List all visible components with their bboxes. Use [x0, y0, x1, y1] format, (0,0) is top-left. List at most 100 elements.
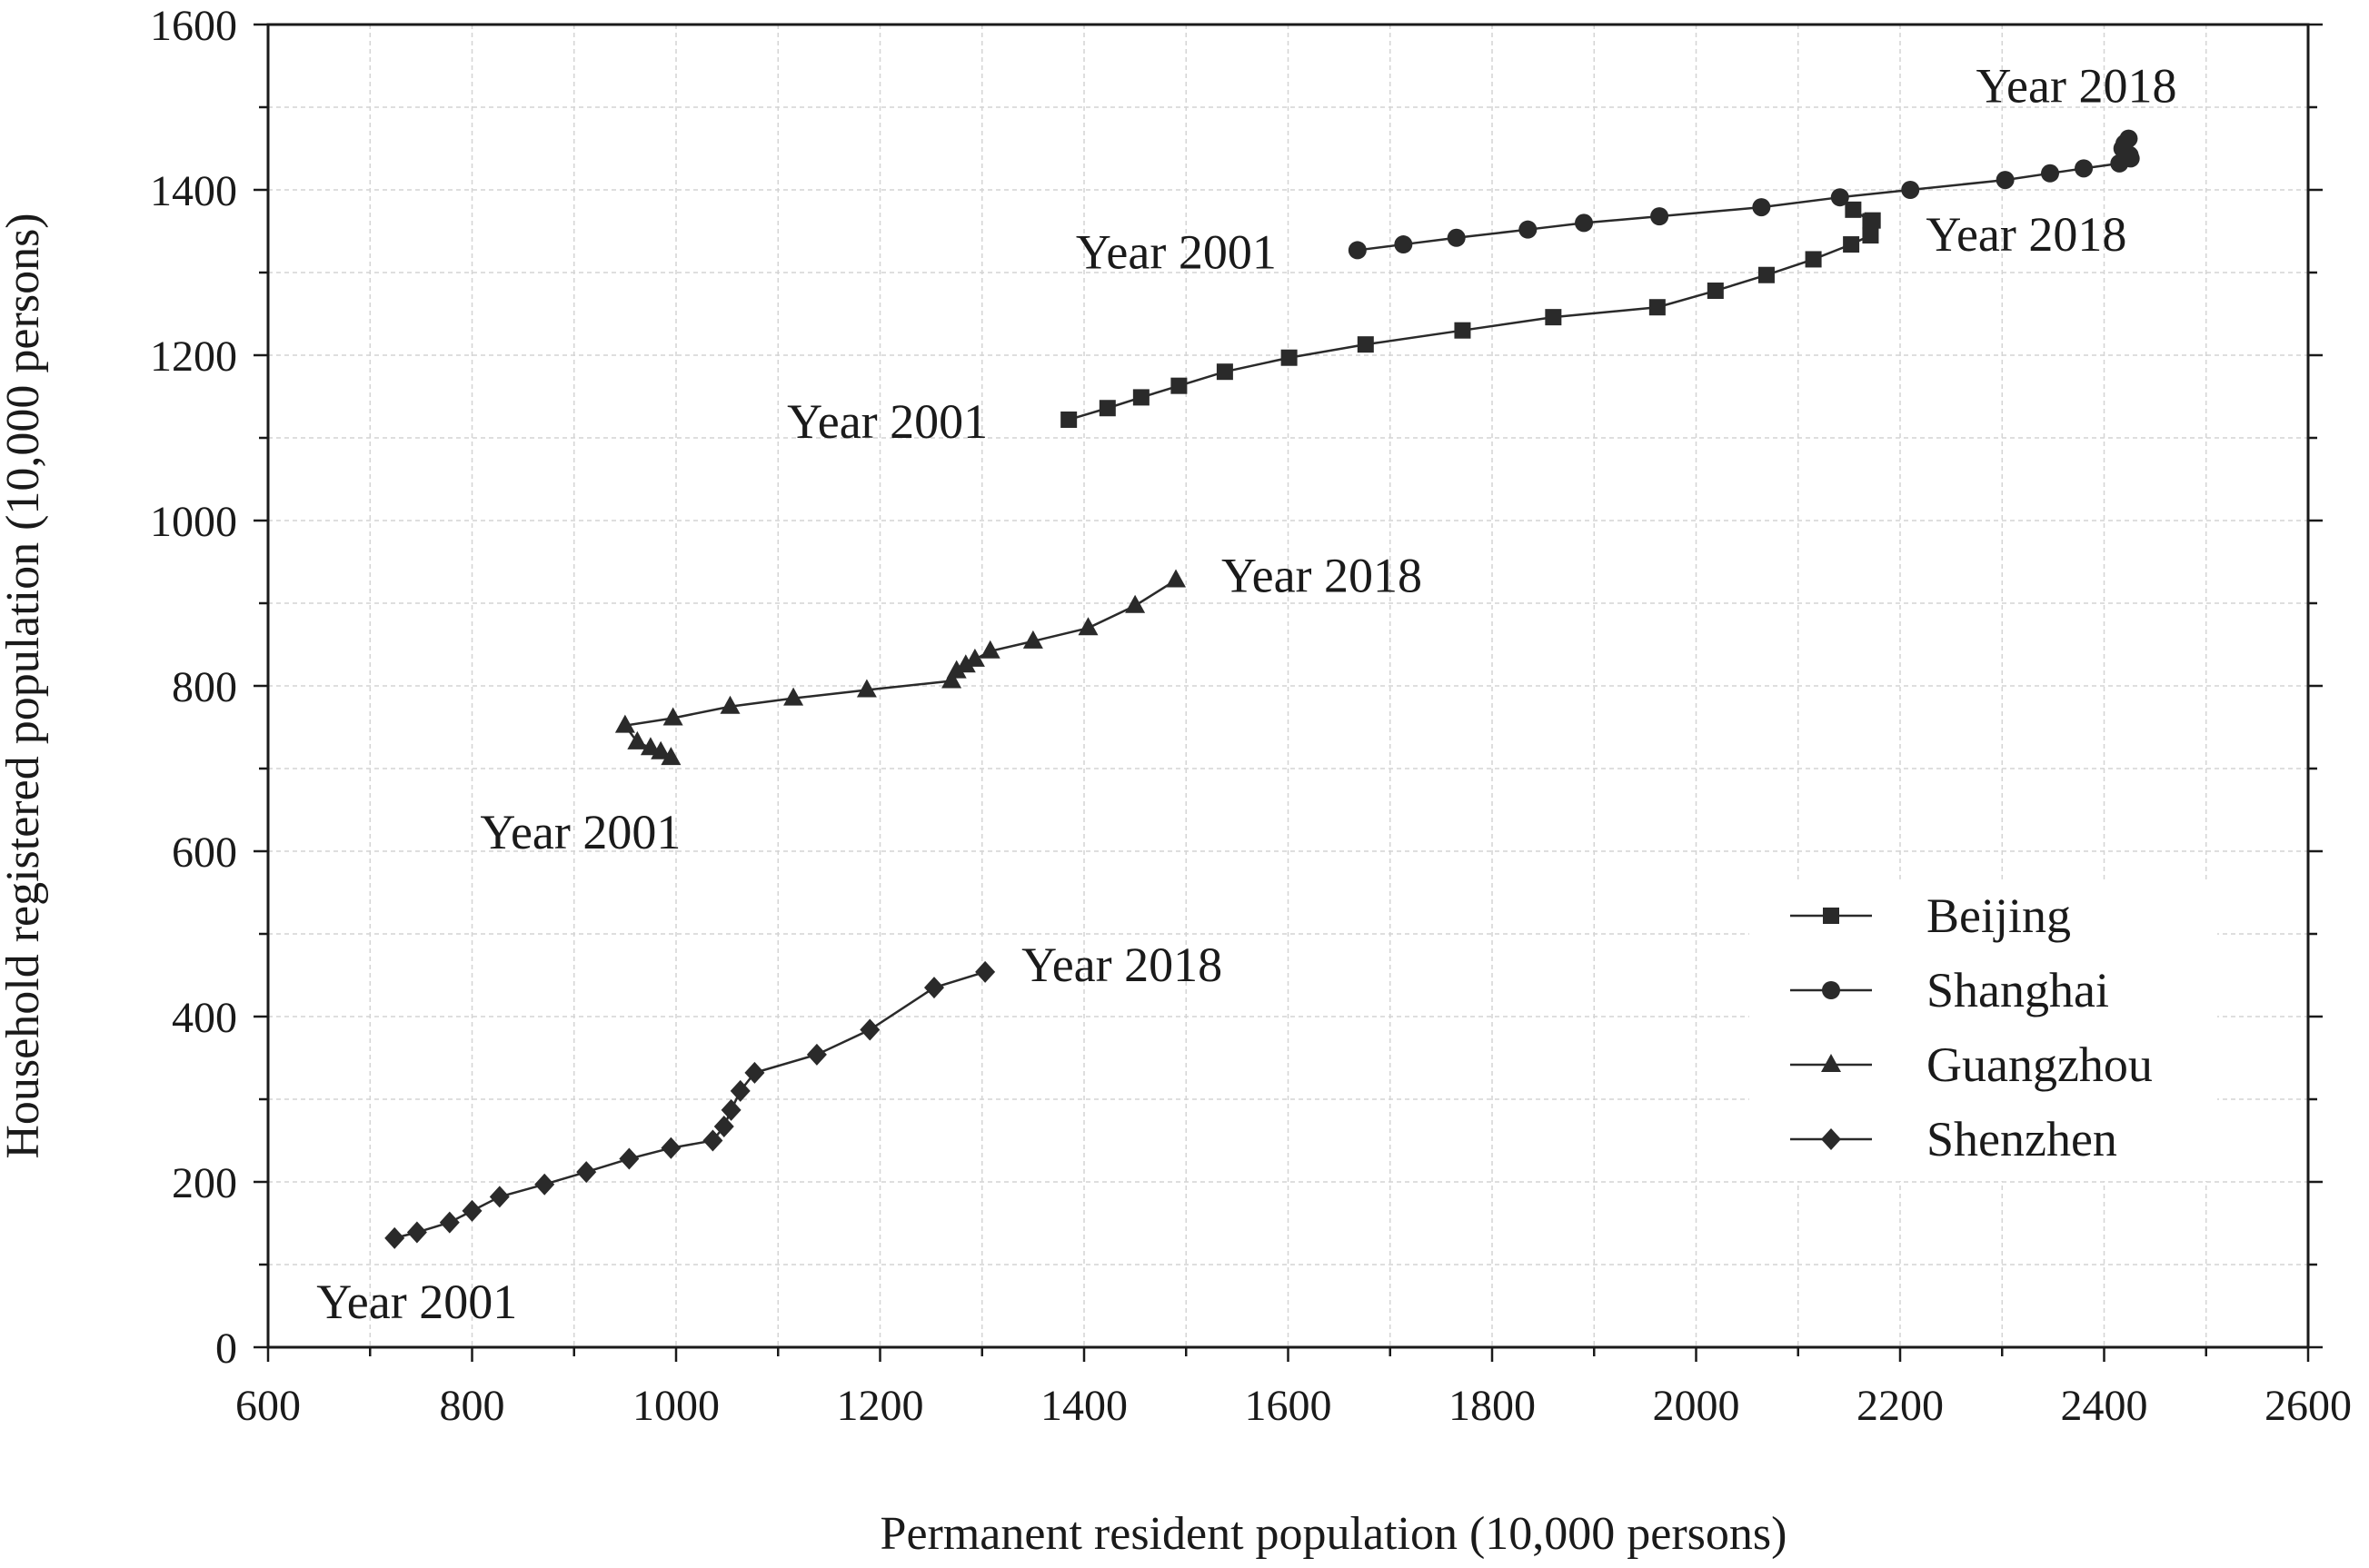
x-tick-label: 2000 — [1653, 1382, 1740, 1430]
data-point-guangzhou — [614, 714, 635, 733]
data-point-shenzhen — [462, 1199, 483, 1222]
data-point-shanghai — [1447, 228, 1466, 247]
data-point-guangzhou — [946, 660, 967, 679]
data-point-shanghai — [1518, 220, 1538, 239]
data-point-shenzhen — [406, 1221, 427, 1244]
x-tick-label: 2200 — [1856, 1382, 1944, 1430]
x-tick-labels: 600 800 1000 1200 1400 1600 1800 2000 2200 2400 26… — [235, 1382, 2352, 1430]
series-shanghai — [1348, 129, 2140, 260]
legend-label: Guangzhou — [1926, 1037, 2153, 1092]
data-point-guangzhou — [955, 654, 976, 673]
legend-item-shenzhen: Shenzhen — [1790, 1112, 2117, 1166]
data-point-beijing — [1170, 377, 1188, 394]
data-point-shanghai — [1575, 213, 1594, 233]
legend-item-beijing: Beijing — [1790, 888, 2071, 943]
legend-marker-guangzhou — [1821, 1054, 1841, 1072]
x-tick-label: 1800 — [1448, 1382, 1536, 1430]
series-shenzhen — [384, 960, 996, 1249]
data-point-shenzhen — [619, 1147, 640, 1170]
annotations: Year 2001 Year 2018 Year 2001 Year 2018 Year… — [316, 59, 2176, 1329]
data-point-beijing — [1648, 299, 1666, 316]
data-point-shanghai — [1650, 207, 1669, 226]
data-point-beijing — [1357, 336, 1374, 353]
x-tick-label: 2600 — [2264, 1382, 2352, 1430]
legend-marker-beijing — [1823, 908, 1839, 924]
y-tick-label: 1600 — [150, 2, 237, 50]
data-point-shanghai — [1394, 235, 1413, 254]
series-line-guangzhou — [622, 579, 1177, 759]
x-tick-label: 600 — [235, 1382, 301, 1430]
legend-item-shanghai: Shanghai — [1790, 963, 2109, 1017]
data-point-guangzhou — [662, 707, 683, 726]
data-point-guangzhou — [941, 670, 962, 689]
x-tick-label: 800 — [440, 1382, 505, 1430]
legend-label: Shanghai — [1926, 963, 2109, 1017]
data-point-beijing — [1132, 389, 1150, 406]
annotation-label: Year 2001 — [316, 1275, 517, 1329]
annotation-label: Year 2001 — [1076, 224, 1277, 279]
legend-marker-shanghai — [1822, 981, 1840, 999]
data-point-guangzhou — [856, 679, 877, 698]
data-point-shenzhen — [384, 1226, 405, 1249]
data-point-beijing — [1843, 236, 1860, 253]
series-line-shenzhen — [393, 970, 986, 1240]
data-point-beijing — [1707, 283, 1724, 300]
data-point-beijing — [1216, 363, 1233, 381]
data-point-guangzhou — [980, 640, 1000, 659]
annotation-label: Year 2018 — [1976, 59, 2176, 114]
y-tick-label: 1400 — [150, 167, 237, 215]
data-point-shenzhen — [730, 1079, 751, 1102]
annotation-label: Year 2001 — [480, 805, 681, 859]
y-tick-label: 400 — [172, 994, 237, 1042]
data-point-beijing — [1454, 322, 1471, 339]
data-point-shanghai — [1996, 171, 2015, 190]
data-point-shenzhen — [860, 1018, 881, 1041]
data-point-beijing — [1805, 251, 1822, 268]
data-point-shenzhen — [439, 1211, 460, 1234]
y-tick-label: 0 — [215, 1325, 237, 1373]
data-point-shanghai — [2119, 129, 2138, 148]
data-point-guangzhou — [661, 747, 682, 766]
series-guangzhou — [614, 569, 1187, 766]
annotation-label: Year 2018 — [1926, 207, 2126, 262]
data-point-shanghai — [1901, 181, 1920, 199]
data-point-shanghai — [2075, 159, 2094, 178]
data-point-beijing — [1862, 227, 1879, 244]
data-point-shenzhen — [702, 1129, 723, 1152]
legend-label: Beijing — [1926, 888, 2071, 943]
data-point-shenzhen — [661, 1136, 682, 1159]
legend-label: Shenzhen — [1926, 1112, 2117, 1166]
x-tick-label: 1400 — [1040, 1382, 1128, 1430]
legend: Beijing Shanghai Guangzhou Shenzhen — [1749, 881, 2217, 1181]
y-axis-label: Household registered population (10,000 … — [0, 213, 49, 1158]
data-point-guangzhou — [964, 648, 985, 667]
data-point-shanghai — [1752, 198, 1771, 217]
series-beijing — [1060, 201, 1881, 428]
series-layer — [384, 129, 2140, 1249]
data-point-shanghai — [1348, 241, 1367, 260]
data-point-shenzhen — [744, 1061, 765, 1084]
data-point-beijing — [1862, 213, 1879, 230]
data-point-shanghai — [2041, 164, 2060, 183]
legend-box — [1749, 881, 2217, 1181]
y-tick-label: 200 — [172, 1159, 237, 1207]
data-point-guangzhou — [1078, 617, 1099, 636]
x-tick-label: 1600 — [1245, 1382, 1332, 1430]
data-point-beijing — [1545, 309, 1562, 326]
data-point-beijing — [1280, 349, 1298, 366]
data-point-guangzhou — [627, 730, 648, 749]
data-point-guangzhou — [1022, 630, 1043, 649]
legend-item-guangzhou: Guangzhou — [1790, 1037, 2153, 1092]
data-point-shenzhen — [576, 1161, 597, 1184]
data-point-beijing — [1845, 201, 1862, 218]
data-point-guangzhou — [783, 687, 804, 706]
data-point-shenzhen — [923, 977, 944, 999]
data-point-shenzhen — [489, 1186, 510, 1208]
data-point-shenzhen — [975, 960, 996, 983]
data-point-guangzhou — [1166, 569, 1187, 588]
data-point-guangzhou — [720, 695, 741, 714]
annotation-label: Year 2018 — [1021, 938, 1222, 992]
y-tick-label: 800 — [172, 663, 237, 711]
y-tick-label: 1000 — [150, 498, 237, 546]
